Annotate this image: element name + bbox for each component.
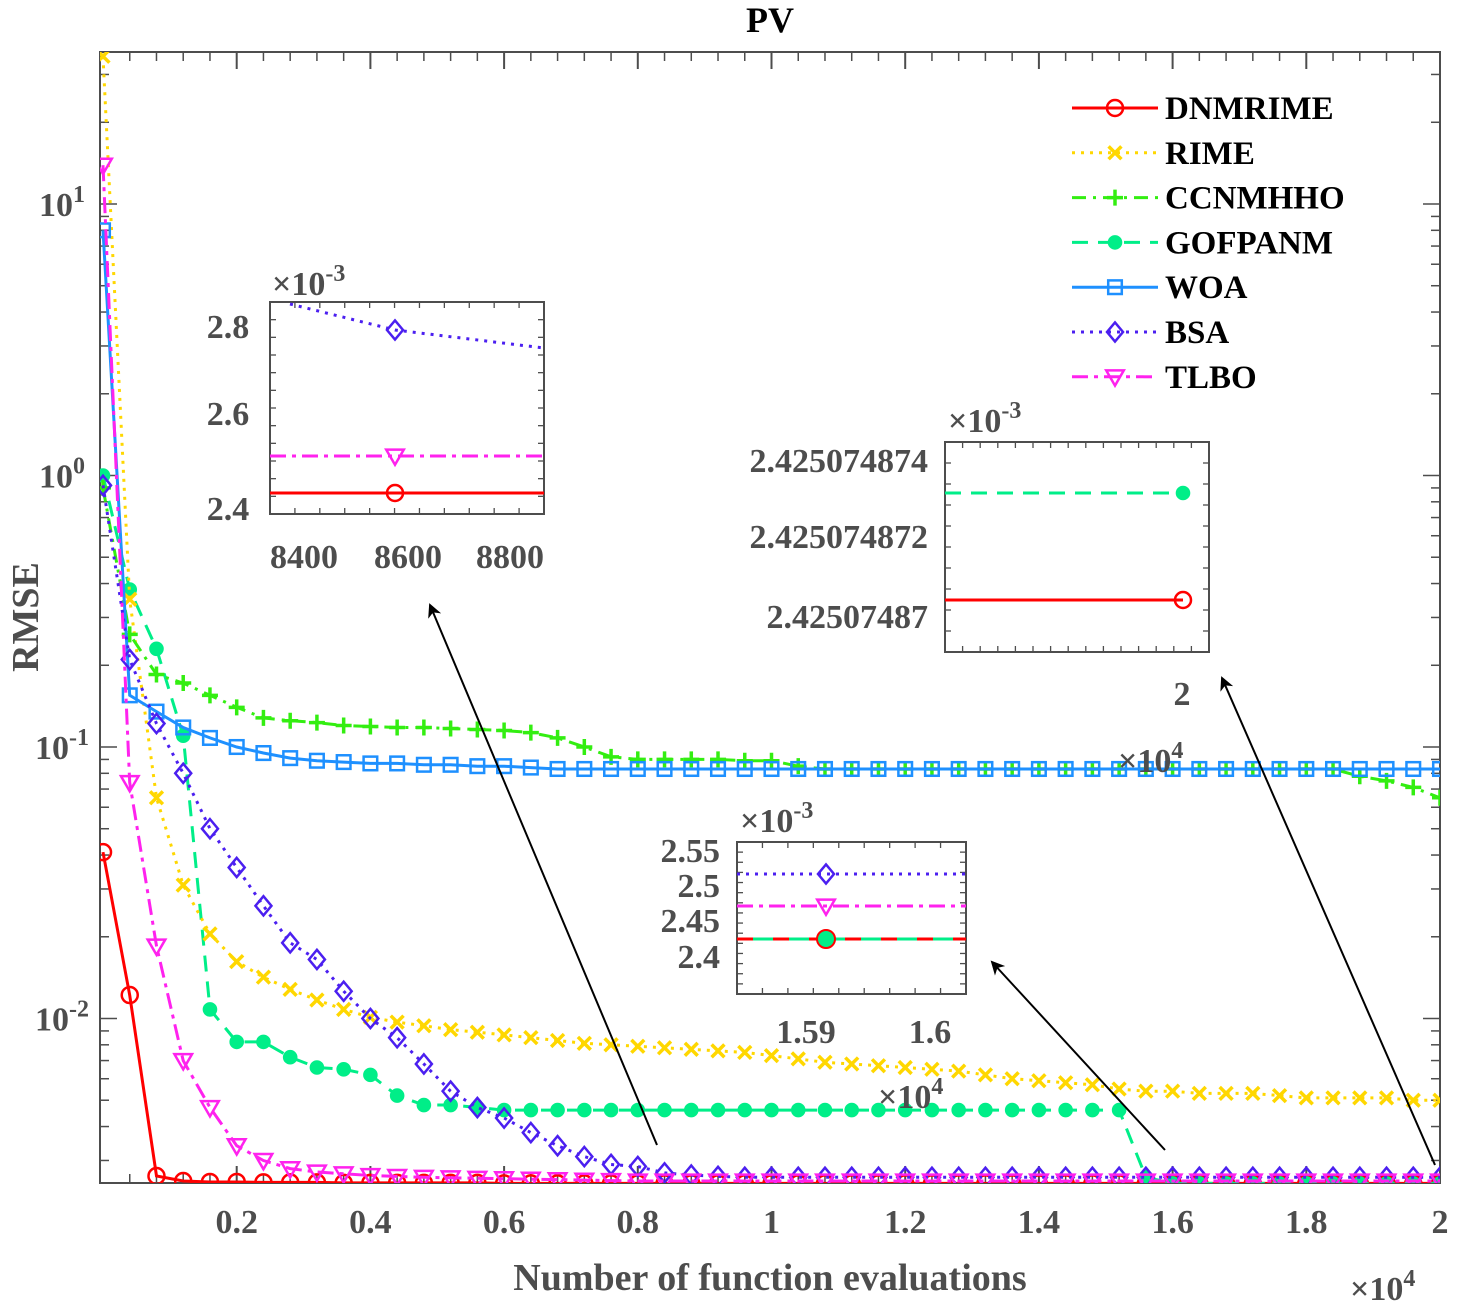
legend-label: BSA xyxy=(1165,315,1229,351)
legend: DNMRIME RIME CCNMHHO GOFPANM WOA BSA TLBO xyxy=(1060,84,1380,400)
legend-label: GOFPANM xyxy=(1165,225,1333,261)
inset-1: ×10-3 2.8 2.6 2.4 8400 8600 8800 xyxy=(207,261,545,576)
series-rime xyxy=(100,52,1440,1108)
x-tick-labels: 0.2 0.4 0.6 0.8 1 1.2 1.4 1.6 1.8 2 xyxy=(215,1204,1448,1241)
x-tick-label: 1.8 xyxy=(1285,1204,1328,1241)
inset-3: ×10-3 2.552.52.452.4 1.59 1.6 ×104 xyxy=(661,798,967,1116)
y-tick-label: 10-2 xyxy=(35,997,89,1039)
legend-item-tlbo: TLBO xyxy=(1072,360,1257,396)
legend-label: TLBO xyxy=(1165,360,1257,396)
legend-item-woa: WOA xyxy=(1072,270,1248,306)
x-tick-label: 1.4 xyxy=(1018,1204,1061,1241)
x-tick-label: 1.6 xyxy=(1151,1204,1194,1241)
inset-tick-label: 2.45 xyxy=(661,903,721,940)
legend-label: DNMRIME xyxy=(1165,91,1334,127)
zoom-arrows xyxy=(428,603,1436,1166)
inset-tick-label: 2.6 xyxy=(207,396,250,433)
y-tick-label: 101 xyxy=(39,182,85,224)
svg-text:×104: ×104 xyxy=(1350,1266,1415,1306)
inset-exponent-label: ×10-3 xyxy=(948,398,1021,440)
series-group xyxy=(100,52,1440,1183)
series-gofpanm xyxy=(100,468,1440,1183)
series-tlbo xyxy=(100,157,1440,1183)
legend-item-gofpanm: GOFPANM xyxy=(1072,225,1333,261)
inset-tick-label: 1.59 xyxy=(776,1014,836,1051)
x-exponent-label: ×104 xyxy=(1350,1266,1415,1306)
legend-item-bsa: BSA xyxy=(1072,315,1229,351)
legend-item-rime: RIME xyxy=(1072,136,1255,172)
inset-exponent-label: ×104 xyxy=(1118,738,1183,780)
inset-tick-label: 2.5 xyxy=(678,868,721,905)
legend-item-dnmrime: DNMRIME xyxy=(1072,91,1334,127)
inset-tick-label: 2.4 xyxy=(678,939,721,976)
inset-tick-label: 1.6 xyxy=(909,1014,952,1051)
y-axis-label: RMSE xyxy=(5,562,47,672)
inset-tick-label: 2.55 xyxy=(661,833,721,870)
inset-tick-label: 8400 xyxy=(270,539,338,576)
y-tick-label: 10-1 xyxy=(35,725,89,767)
inset-exponent-label: ×10-3 xyxy=(740,798,813,840)
inset-exponent-label: ×104 xyxy=(878,1074,943,1116)
series-woa xyxy=(100,222,1440,778)
legend-label: CCNMHHO xyxy=(1165,181,1345,217)
chart-title: PV xyxy=(746,0,794,40)
x-tick-label: 0.2 xyxy=(215,1204,258,1241)
zoom-insets: ×10-3 2.8 2.6 2.4 8400 8600 8800 ×10-3 2.4250748… xyxy=(207,261,1210,1116)
x-tick-label: 0.6 xyxy=(483,1204,526,1241)
inset-tick-label: 2.4 xyxy=(207,491,250,528)
inset-tick-label: 2.42507487 xyxy=(767,599,929,636)
x-tick-label: 0.4 xyxy=(349,1204,392,1241)
x-axis-label: Number of function evaluations xyxy=(513,1257,1026,1299)
legend-item-ccnmhho: CCNMHHO xyxy=(1072,181,1345,217)
x-tick-label: 0.8 xyxy=(617,1204,660,1241)
y-tick-label: 100 xyxy=(39,454,85,496)
x-tick-label: 1 xyxy=(763,1204,780,1241)
inset-tick-label: 2.8 xyxy=(207,309,250,346)
x-tick-label: 1.2 xyxy=(884,1204,927,1241)
inset-tick-label: 2 xyxy=(1174,676,1191,713)
legend-label: WOA xyxy=(1165,270,1248,306)
y-tick-labels: 101 100 10-1 10-2 xyxy=(35,182,89,1039)
inset-exponent-label: ×10-3 xyxy=(272,261,345,303)
inset-tick-label: 8800 xyxy=(476,539,544,576)
inset-tick-label: 2.425074874 xyxy=(750,443,929,480)
x-tick-label: 2 xyxy=(1432,1204,1449,1241)
inset-tick-label: 8600 xyxy=(374,539,442,576)
legend-label: RIME xyxy=(1165,136,1255,172)
inset-tick-label: 2.425074872 xyxy=(750,519,929,556)
